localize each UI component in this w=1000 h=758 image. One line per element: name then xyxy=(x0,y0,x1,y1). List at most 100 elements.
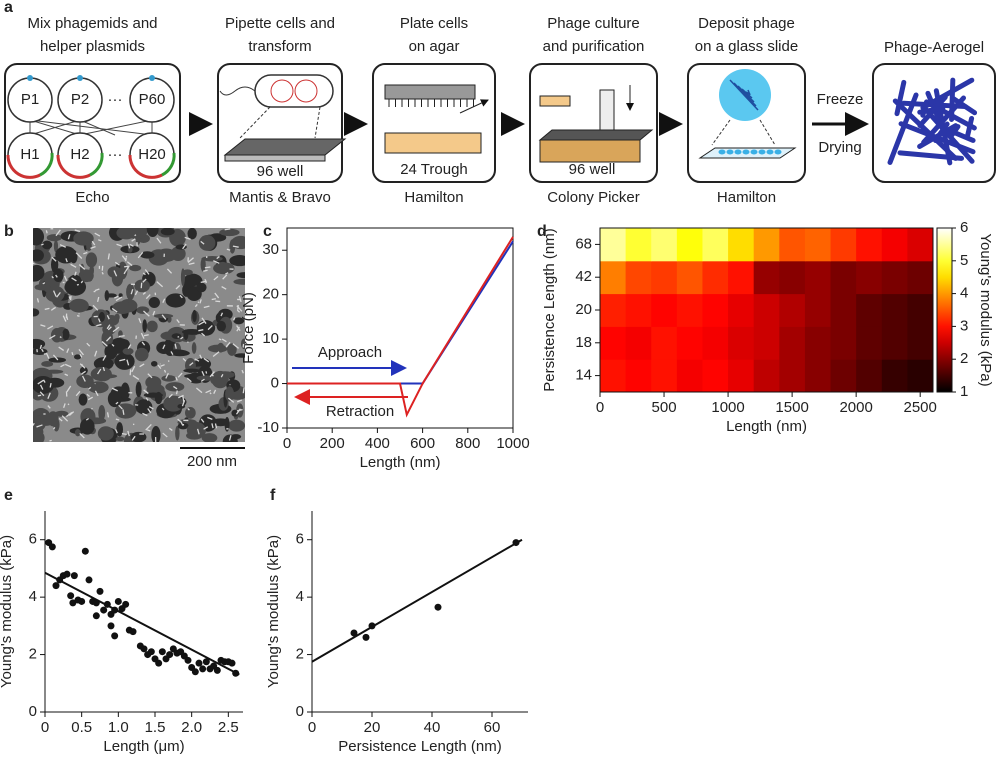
y-tick-label: 2 xyxy=(29,646,37,663)
sem-strut xyxy=(198,329,204,332)
plasmid-dot xyxy=(27,75,33,81)
sem-strut xyxy=(221,338,227,343)
sem-pore xyxy=(154,391,163,405)
sem-pore xyxy=(33,228,45,246)
y-axis-label: Young's modulus (kPa) xyxy=(0,535,15,688)
sem-strut xyxy=(147,408,152,414)
sem-pore xyxy=(107,390,122,408)
sem-strut xyxy=(186,377,192,383)
sem-strut xyxy=(236,399,243,403)
sem-strut xyxy=(39,391,45,397)
sem-pore xyxy=(53,239,59,253)
sem-strut xyxy=(173,385,178,390)
y-tick-label: 2 xyxy=(296,646,304,663)
phage-fiber xyxy=(733,82,757,107)
sem-strut xyxy=(33,262,35,265)
colorbar xyxy=(936,227,953,393)
step-title: on agar xyxy=(409,38,460,55)
colorbar-tick-label: 6 xyxy=(960,219,968,236)
heatmap-cell xyxy=(804,326,832,360)
arrow-label: Drying xyxy=(818,139,861,156)
sem-pore xyxy=(181,328,203,335)
data-point xyxy=(155,659,163,667)
sem-strut xyxy=(197,301,200,304)
sem-strut xyxy=(51,256,57,262)
step-title: and purification xyxy=(543,38,645,55)
x-axis-label: Length (μm) xyxy=(103,738,184,755)
sem-strut xyxy=(67,403,70,406)
sem-strut xyxy=(94,232,101,237)
plasmid-arc xyxy=(6,154,41,179)
sem-strut xyxy=(68,296,71,299)
sem-pore xyxy=(41,240,53,250)
step-title: Pipette cells and xyxy=(225,15,335,32)
aerogel-rod xyxy=(887,92,919,165)
sem-strut xyxy=(132,375,140,380)
sem-pore xyxy=(170,350,190,357)
plasmid-label: ··· xyxy=(108,146,123,163)
sem-strut xyxy=(33,422,35,427)
sem-strut xyxy=(58,346,65,352)
sem-strut xyxy=(55,274,58,278)
heatmap-cell xyxy=(830,228,857,262)
sem-strut xyxy=(114,261,120,266)
heatmap-cell xyxy=(881,228,908,262)
sem-pore xyxy=(122,347,134,355)
step-title: on a glass slide xyxy=(695,38,798,55)
sem-strut xyxy=(59,244,67,248)
step-caption: Colony Picker xyxy=(547,189,640,206)
sem-strut xyxy=(87,396,94,401)
sem-strut xyxy=(125,257,127,262)
sem-pore xyxy=(225,386,235,402)
x-tick-label: 800 xyxy=(455,435,480,452)
sem-pore xyxy=(98,404,106,421)
sem-strut xyxy=(142,412,148,417)
sem-strut xyxy=(115,401,119,405)
inner-label: 24 Trough xyxy=(400,161,468,178)
sem-strut xyxy=(40,324,46,328)
sem-strut xyxy=(127,243,131,249)
data-point xyxy=(48,543,56,551)
heatmap-cell xyxy=(676,293,703,327)
heatmap-cell xyxy=(728,326,755,360)
sem-pore xyxy=(165,293,186,308)
droplet xyxy=(742,149,750,155)
sem-strut xyxy=(196,428,200,435)
sem-pore xyxy=(177,422,189,430)
sem-strut xyxy=(106,412,110,418)
heatmap-cell xyxy=(830,359,857,393)
panel-label: d xyxy=(537,223,547,240)
step-title: Mix phagemids and xyxy=(27,15,157,32)
sem-strut xyxy=(49,383,52,388)
droplet xyxy=(758,149,766,155)
sem-strut xyxy=(80,280,84,284)
sem-strut xyxy=(63,275,68,282)
sem-strut xyxy=(187,257,194,264)
well-plate xyxy=(223,138,347,156)
heatmap-cell xyxy=(856,228,883,262)
sem-strut xyxy=(182,396,185,402)
step-caption: Hamilton xyxy=(717,189,776,206)
heatmap-cell xyxy=(676,326,703,360)
sem-pore xyxy=(156,248,177,262)
culture-block xyxy=(539,139,641,163)
sem-strut xyxy=(60,363,65,368)
series-label: Approach xyxy=(318,344,382,361)
heatmap-cell xyxy=(728,228,755,262)
sem-strut xyxy=(61,415,69,422)
sem-pore xyxy=(112,301,133,315)
sem-pore xyxy=(171,333,182,340)
sem-strut xyxy=(134,290,139,296)
sem-strut xyxy=(161,407,165,411)
sem-pore xyxy=(46,234,62,242)
data-point xyxy=(81,547,89,555)
heatmap-cell xyxy=(856,260,883,295)
sem-strut xyxy=(107,253,110,260)
sem-strut xyxy=(162,298,166,304)
sem-pore xyxy=(33,338,46,349)
y-tick-label: 0 xyxy=(29,703,37,720)
sem-pore xyxy=(118,293,123,298)
heatmap-cell xyxy=(907,359,934,393)
sem-strut xyxy=(113,270,118,277)
sem-strut xyxy=(139,363,145,368)
